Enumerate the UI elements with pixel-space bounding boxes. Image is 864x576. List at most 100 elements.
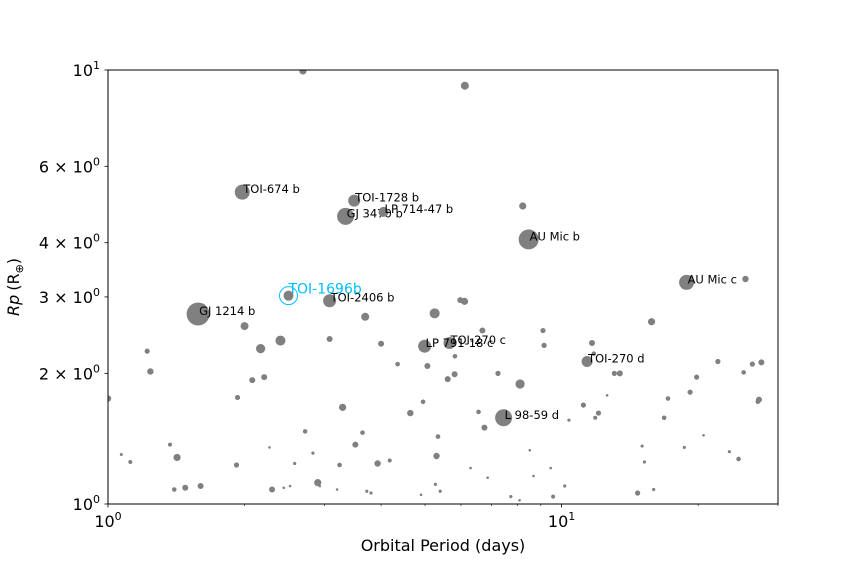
data-point <box>275 335 286 346</box>
data-point <box>749 361 755 367</box>
highlight-marker <box>283 290 294 301</box>
data-point <box>268 446 271 449</box>
data-point <box>519 202 527 210</box>
plot-frame <box>107 69 779 505</box>
data-point <box>593 415 598 420</box>
data-point <box>567 418 571 422</box>
planet-label: TOI-674 b <box>242 182 300 196</box>
y-tick-base: 10 <box>73 495 93 514</box>
data-point <box>647 318 656 326</box>
data-point <box>661 415 667 421</box>
named-planet-marker <box>679 274 695 290</box>
named-planet-marker <box>443 336 456 349</box>
x-tick-base: 10 <box>548 512 568 531</box>
highlight-label: TOI-1696b <box>287 282 361 298</box>
data-point <box>168 442 173 447</box>
data-point <box>611 370 617 376</box>
data-point <box>682 445 686 450</box>
data-point <box>665 396 671 401</box>
y-tick-base: 10 <box>73 157 93 176</box>
data-point <box>288 484 292 488</box>
planet-label: TOI-270 c <box>449 333 506 347</box>
planet-label: AU Mic b <box>530 229 580 243</box>
data-point <box>338 403 347 411</box>
data-point <box>640 444 644 448</box>
data-point <box>424 362 431 369</box>
highlight-group: TOI-1696b <box>278 282 362 306</box>
named-planet-marker <box>518 229 539 250</box>
data-point <box>742 275 749 283</box>
planet-label: TOI-1728 b <box>354 191 419 205</box>
x-tick-base: 10 <box>94 512 114 531</box>
data-point <box>580 402 586 408</box>
planet-label: TOI-270 d <box>587 351 645 365</box>
data-point <box>369 491 373 495</box>
data-point <box>261 374 268 381</box>
data-point <box>108 395 112 402</box>
x-axis-ticks: 100 101 <box>94 504 779 531</box>
data-point <box>694 374 700 380</box>
planet-label: GJ 3470 b <box>347 206 403 220</box>
data-point <box>540 327 546 334</box>
data-point <box>282 486 286 490</box>
data-point <box>299 70 307 75</box>
data-point <box>642 460 647 464</box>
data-point <box>549 466 552 470</box>
data-point <box>429 308 440 319</box>
y-axis-title-close: ) <box>4 258 23 264</box>
data-point <box>407 409 414 417</box>
data-point <box>337 462 342 468</box>
data-point <box>444 376 451 383</box>
data-point <box>479 327 486 334</box>
y-tick-label: 101 <box>73 59 100 80</box>
y-axis-title-main: Rp <box>4 295 23 316</box>
data-point <box>433 482 438 486</box>
data-point <box>486 476 489 479</box>
data-point <box>197 483 204 490</box>
data-point <box>378 340 385 347</box>
y-axis-title: Rp (R⊕) <box>4 258 26 316</box>
named-planet-marker <box>418 339 432 353</box>
data-point <box>438 489 442 493</box>
y-tick-exp: 1 <box>93 59 100 72</box>
data-point <box>326 335 333 342</box>
named-planet-marker <box>186 302 210 326</box>
planet-label: LP 714-47 b <box>385 202 454 216</box>
y-tick-label: 6 × 100 <box>39 155 100 176</box>
data-point <box>433 452 440 460</box>
data-point <box>727 450 731 454</box>
data-point <box>318 484 322 488</box>
y-tick-exp: 0 <box>93 493 100 506</box>
data-point <box>182 484 189 491</box>
data-point <box>591 351 597 356</box>
named-planet-marker <box>337 207 355 225</box>
y-tick-base: 10 <box>73 234 93 253</box>
data-point <box>509 495 513 499</box>
data-point <box>541 342 547 348</box>
data-point <box>302 429 308 434</box>
data-point <box>702 433 705 437</box>
x-tick-exp: 1 <box>568 510 575 523</box>
data-point <box>234 394 241 401</box>
data-point <box>335 488 339 491</box>
data-point <box>435 434 441 439</box>
data-point <box>687 389 693 395</box>
y-tick-label: 100 <box>73 493 100 514</box>
data-point <box>249 377 256 384</box>
data-point <box>635 490 641 496</box>
data-point <box>233 462 240 468</box>
data-point <box>495 370 501 376</box>
y-tick-mantissa: 6 × <box>39 157 73 176</box>
data-point <box>741 370 746 375</box>
y-tick-base: 10 <box>73 364 93 383</box>
data-point <box>171 487 177 492</box>
data-point <box>652 487 656 492</box>
data-point <box>476 409 481 415</box>
data-point <box>452 353 458 359</box>
data-point <box>293 461 297 466</box>
data-point <box>240 322 249 331</box>
highlight-ring <box>278 286 298 306</box>
data-point <box>256 344 266 354</box>
